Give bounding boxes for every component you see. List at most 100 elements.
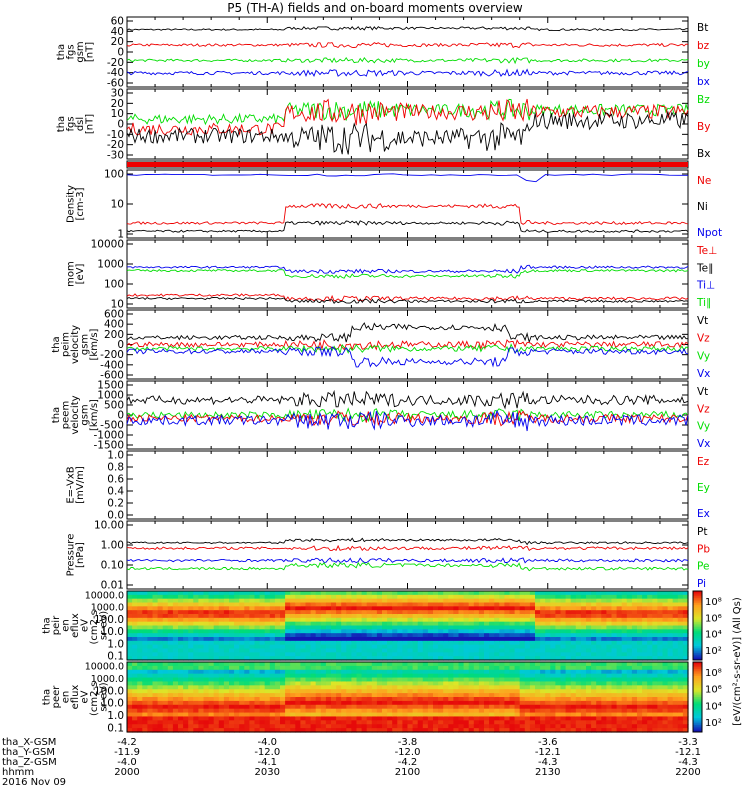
spectrogram-cell	[346, 700, 352, 706]
spectrogram-cell	[662, 700, 669, 706]
spectrogram-cell	[213, 633, 220, 638]
spectrogram-cell	[478, 704, 485, 710]
spectrogram-cell	[315, 606, 322, 611]
spectrogram-cell	[361, 662, 368, 667]
spectrogram-cell	[295, 728, 301, 733]
spectrogram-cell	[468, 681, 475, 686]
spectrogram-cell	[259, 652, 266, 657]
colorbar-swatch	[693, 704, 702, 707]
spectrogram-cell	[341, 704, 347, 710]
spectrogram-cell	[382, 669, 388, 675]
spectrogram-cell	[463, 693, 470, 698]
spectrogram-cell	[274, 602, 281, 607]
spectrogram-cell	[682, 685, 689, 690]
spectrogram-cell	[463, 681, 470, 686]
spectrogram-cell	[300, 724, 307, 729]
spectrogram-cell	[555, 677, 562, 683]
spectrogram-cell	[478, 728, 485, 733]
spectrogram-cell	[529, 644, 536, 650]
spectrogram-cell	[162, 625, 169, 630]
spectrogram-cell	[259, 677, 266, 683]
spectrogram-cell	[611, 640, 618, 646]
spectrogram-cell	[682, 697, 689, 702]
spectrogram-cell	[601, 704, 607, 710]
spectrogram-cell	[631, 625, 638, 630]
spectrogram-cell	[127, 610, 133, 615]
spectrogram-cell	[443, 728, 449, 733]
spectrogram-cell	[504, 617, 511, 623]
spectrogram-cell	[550, 685, 556, 690]
spectrogram-cell	[331, 716, 337, 721]
spectrogram-cell	[376, 665, 383, 671]
spectrogram-cell	[621, 716, 628, 721]
spectrogram-cell	[346, 640, 352, 646]
spectrogram-cell	[565, 614, 572, 619]
spectrogram-cell	[489, 689, 495, 694]
y-axis-label-peir-spec: eflux	[70, 613, 81, 638]
spectrogram-cell	[336, 602, 342, 607]
spectrogram-cell	[662, 614, 669, 619]
spectrogram-cell	[223, 712, 230, 718]
spectrogram-cell	[371, 673, 378, 679]
spectrogram-cell	[433, 708, 439, 714]
spectrogram-cell	[142, 720, 148, 725]
spectrogram-cell	[203, 673, 210, 679]
spectrogram-cell	[361, 677, 368, 683]
spectrogram-cell	[387, 648, 393, 653]
spectrogram-cell	[514, 681, 521, 686]
spectrogram-cell	[433, 629, 439, 634]
spectrogram-cell	[183, 681, 189, 686]
spectrogram-cell	[295, 606, 301, 611]
spectrogram-cell	[524, 594, 531, 600]
spectrogram-cell	[132, 700, 138, 706]
spectrogram-cell	[208, 598, 215, 604]
spectrogram-cell	[331, 728, 337, 733]
spectrogram-cell	[637, 697, 643, 702]
spectrogram-cell	[213, 606, 220, 611]
spectrogram-cell	[208, 610, 215, 615]
spectrogram-cell	[631, 662, 638, 667]
spectrogram-cell	[591, 652, 597, 657]
spectrogram-cell	[611, 614, 618, 619]
spectrogram-cell	[351, 594, 358, 600]
spectrogram-cell	[351, 656, 358, 661]
spectrogram-cell	[183, 633, 189, 638]
spectrogram-cell	[331, 617, 337, 623]
spectrogram-cell	[443, 708, 449, 714]
spectrogram-cell	[591, 712, 597, 718]
spectrogram-cell	[626, 697, 633, 702]
spectrogram-cell	[234, 662, 240, 667]
spectrogram-cell	[621, 594, 628, 600]
spectrogram-cell	[565, 606, 572, 611]
spectrogram-cell	[274, 656, 281, 661]
spectrogram-cell	[535, 728, 541, 733]
spectrogram-cell	[499, 652, 505, 657]
spectrogram-cell	[642, 606, 648, 611]
spectrogram-cell	[274, 606, 281, 611]
spectrogram-cell	[142, 637, 148, 642]
spectrogram-cell	[433, 652, 439, 657]
spectrogram-cell	[586, 644, 592, 650]
spectrogram-cell	[376, 614, 383, 619]
spectrogram-cell	[213, 685, 220, 690]
spectrogram-cell	[300, 644, 307, 650]
spectrogram-cell	[535, 697, 541, 702]
spectrogram-cell	[152, 689, 159, 694]
spectrogram-cell	[341, 606, 347, 611]
spectrogram-cell	[606, 724, 613, 729]
spectrogram-cell	[535, 700, 541, 706]
spectrogram-cell	[580, 669, 587, 675]
spectrogram-cell	[188, 610, 194, 615]
spectrogram-cell	[458, 617, 465, 623]
spectrogram-cell	[376, 677, 383, 683]
spectrogram-cell	[132, 677, 138, 683]
spectrogram-cell	[586, 662, 592, 667]
spectrogram-cell	[407, 712, 414, 718]
spectrogram-cell	[274, 681, 281, 686]
spectrogram-cell	[356, 621, 363, 627]
spectrogram-cell	[269, 652, 276, 657]
spectrogram-cell	[387, 720, 393, 725]
spectrogram-cell	[555, 644, 562, 650]
spectrogram-cell	[178, 681, 184, 686]
spectrogram-cell	[545, 673, 551, 679]
